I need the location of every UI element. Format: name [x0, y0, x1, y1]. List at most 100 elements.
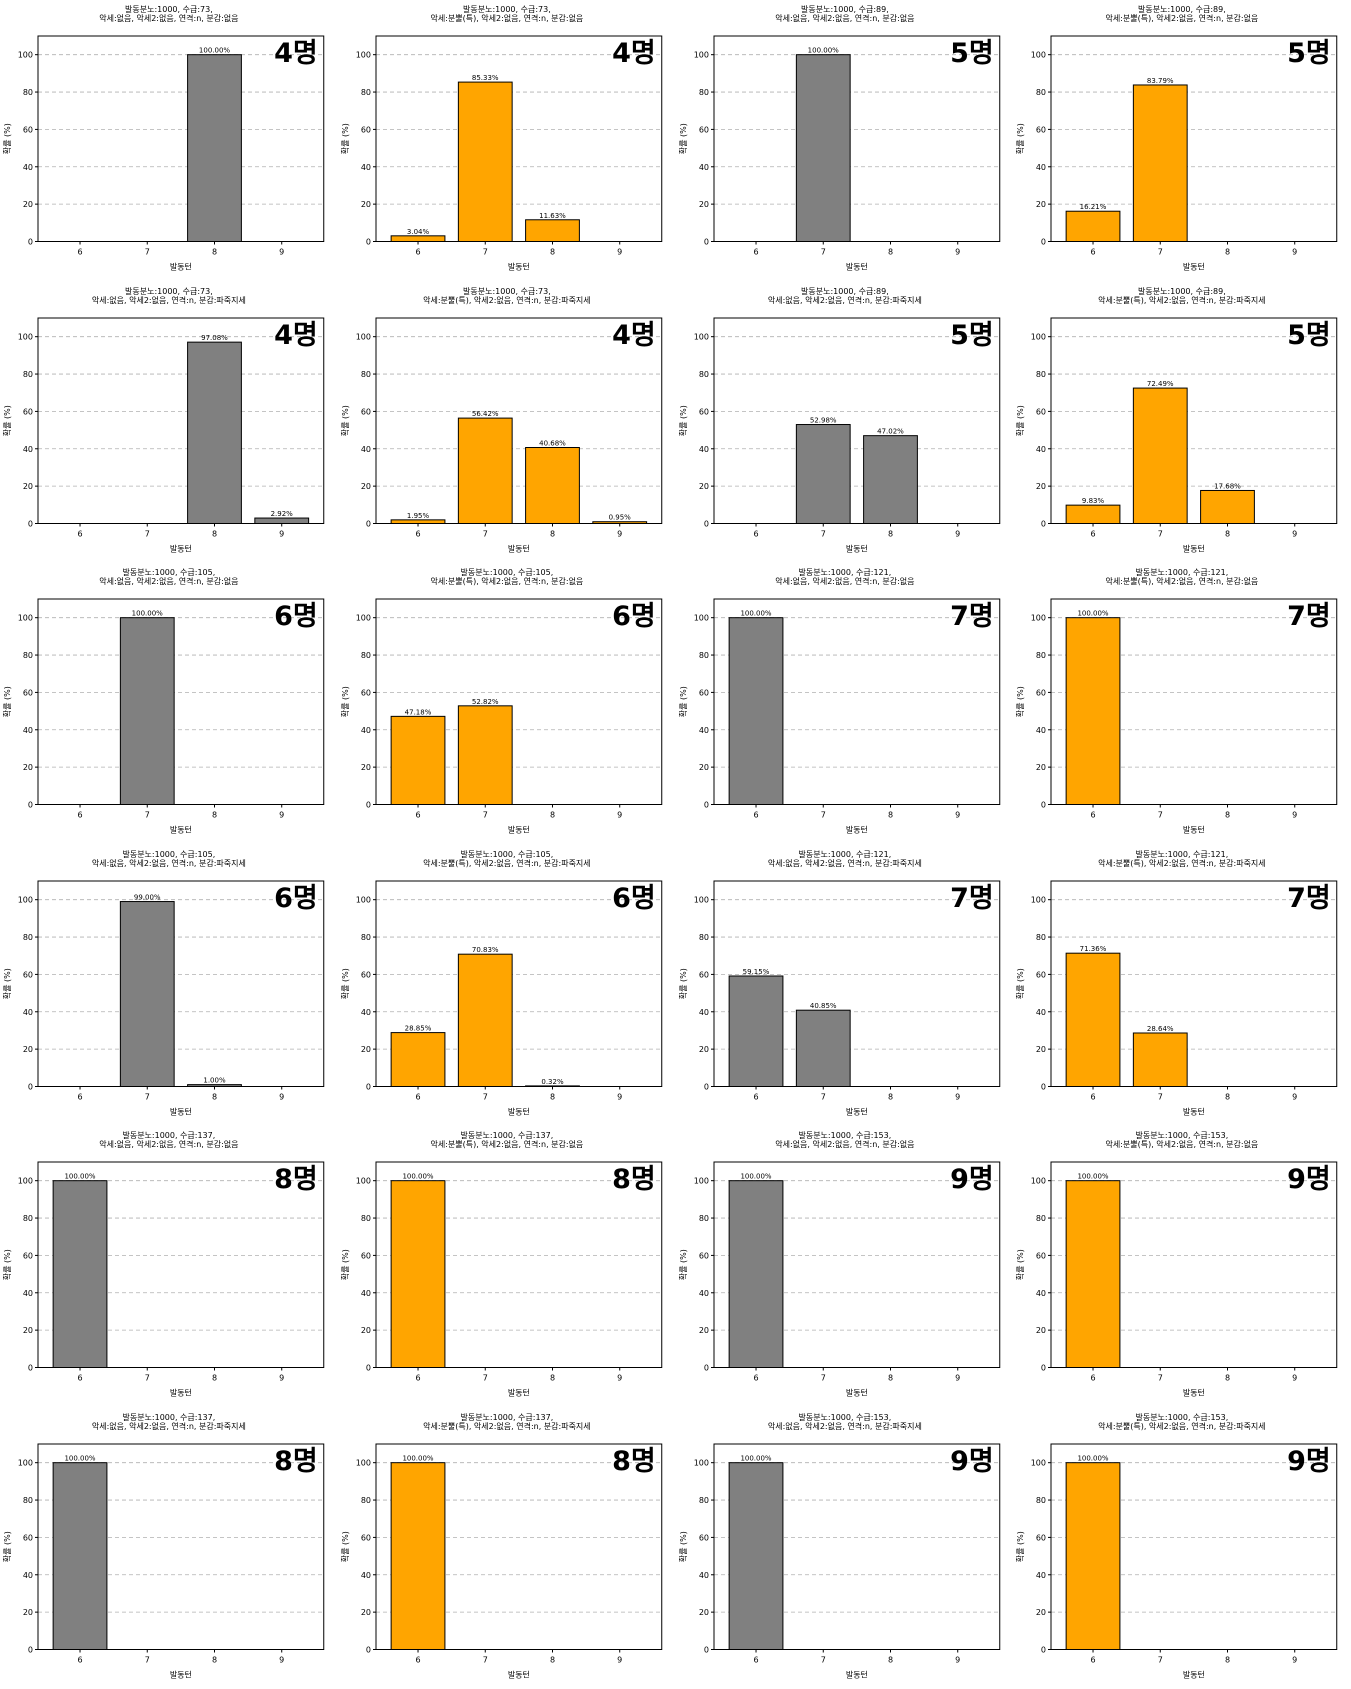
x-axis-label: 발동턴 — [508, 1388, 530, 1398]
x-tick-label: 7 — [482, 811, 487, 820]
x-tick-label: 7 — [1158, 811, 1163, 820]
x-tick-label: 8 — [1225, 1655, 1230, 1664]
chart-title-line: 악세:없음, 악세2:없음, 연격:n, 분감:없음 — [775, 576, 914, 586]
y-tick-label: 60 — [1036, 970, 1046, 979]
bar-6 — [390, 1461, 446, 1650]
y-tick-label: 100 — [355, 51, 370, 60]
x-tick-label: 7 — [145, 248, 150, 257]
bar-value-label: 72.49% — [1147, 380, 1174, 388]
bar-value-label: 1.00% — [203, 1076, 226, 1084]
y-tick-label: 20 — [23, 1326, 33, 1335]
chart-title-line: 악세:분뿔(특), 악세2:없음, 연격:n, 분감:없음 — [430, 576, 583, 586]
y-axis-label: 확률 (%) — [340, 405, 350, 436]
x-axis-label: 발동턴 — [508, 1106, 530, 1116]
x-tick-label: 6 — [415, 248, 420, 257]
y-tick-label: 40 — [23, 444, 33, 453]
y-tick-label: 0 — [28, 519, 33, 528]
x-tick-label: 7 — [820, 1092, 825, 1101]
y-axis-label: 확률 (%) — [2, 405, 12, 436]
chart-title-line: 발동분노:1000, 수급:89, — [801, 286, 889, 296]
y-tick-label: 60 — [23, 407, 33, 416]
y-tick-label: 20 — [361, 200, 371, 209]
y-tick-label: 100 — [693, 614, 708, 623]
x-axis-label: 발동턴 — [508, 543, 530, 553]
y-axis-label: 확률 (%) — [1015, 123, 1025, 154]
bar-7 — [795, 1009, 851, 1087]
plot-frame — [1050, 317, 1338, 524]
chart-title-line: 악세:분뿔(특), 악세2:없음, 연격:n, 분감:없음 — [1106, 13, 1259, 23]
bar-chart-16: 발동분노:1000, 수급:121,악세:분뿔(특), 악세2:없음, 연격:n… — [1015, 849, 1338, 1116]
x-axis-label: 발동턴 — [845, 1669, 867, 1679]
x-tick-label: 6 — [77, 248, 82, 257]
x-tick-label: 8 — [212, 1092, 217, 1101]
chart-title-line: 발동분노:1000, 수급:121, — [1136, 849, 1229, 859]
bar-value-label: 100.00% — [132, 610, 163, 618]
y-tick-label: 60 — [1036, 1533, 1046, 1542]
x-tick-label: 7 — [1158, 248, 1163, 257]
count-label: 7명 — [950, 883, 994, 914]
y-tick-label: 100 — [355, 1177, 370, 1186]
bar-6 — [1065, 504, 1121, 524]
y-tick-label: 0 — [1041, 1082, 1046, 1091]
bar-7 — [457, 705, 513, 805]
y-tick-label: 20 — [1036, 1045, 1046, 1054]
x-tick-label: 9 — [1292, 1092, 1297, 1101]
x-tick-label: 9 — [617, 248, 622, 257]
x-tick-label: 6 — [1091, 529, 1096, 538]
y-tick-label: 0 — [703, 1645, 708, 1654]
bar-value-label: 28.85% — [404, 1024, 431, 1032]
y-tick-label: 100 — [1031, 895, 1046, 904]
y-tick-label: 40 — [1036, 1289, 1046, 1298]
x-tick-label: 9 — [955, 1374, 960, 1383]
y-tick-label: 40 — [361, 163, 371, 172]
y-axis-label: 확률 (%) — [678, 123, 688, 154]
chart-title-line: 악세:없음, 악세2:없음, 연격:n, 분감:없음 — [99, 576, 238, 586]
x-axis-label: 발동턴 — [845, 1388, 867, 1398]
bar-8 — [524, 446, 580, 524]
chart-title-line: 악세:분뿔(특), 악세2:없음, 연격:n, 분감:없음 — [430, 13, 583, 23]
y-tick-label: 20 — [23, 763, 33, 772]
y-tick-label: 100 — [355, 614, 370, 623]
x-axis-label: 발동턴 — [1183, 1669, 1205, 1679]
y-tick-label: 80 — [698, 1496, 708, 1505]
chart-title-line: 발동분노:1000, 수급:73, — [125, 4, 213, 14]
y-tick-label: 80 — [698, 88, 708, 97]
bar-value-label: 100.00% — [402, 1173, 433, 1181]
x-axis-label: 발동턴 — [1183, 1106, 1205, 1116]
count-label: 4명 — [612, 320, 656, 351]
x-tick-label: 9 — [617, 1092, 622, 1101]
y-tick-label: 0 — [1041, 801, 1046, 810]
x-axis-label: 발동턴 — [1183, 825, 1205, 835]
bar-value-label: 40.68% — [539, 439, 566, 447]
bar-value-label: 56.42% — [472, 410, 499, 418]
y-tick-label: 60 — [1036, 407, 1046, 416]
x-axis-label: 발동턴 — [845, 262, 867, 272]
y-tick-label: 100 — [355, 1458, 370, 1467]
y-tick-label: 60 — [23, 1251, 33, 1260]
bar-value-label: 99.00% — [134, 893, 161, 901]
plot-frame — [713, 598, 1000, 805]
y-tick-label: 20 — [361, 763, 371, 772]
bar-6 — [390, 715, 446, 805]
bar-value-label: 28.64% — [1147, 1024, 1174, 1032]
bar-8 — [524, 219, 580, 242]
y-tick-label: 80 — [361, 370, 371, 379]
bar-chart-6: 발동분노:1000, 수급:73,악세:분뿔(특), 악세2:없음, 연격:n,… — [340, 286, 662, 553]
x-tick-label: 9 — [279, 1374, 284, 1383]
y-tick-label: 60 — [23, 1533, 33, 1542]
plot-frame — [1050, 880, 1338, 1087]
y-tick-label: 20 — [361, 1045, 371, 1054]
x-tick-label: 8 — [887, 1655, 892, 1664]
y-tick-label: 80 — [23, 651, 33, 660]
plot-frame — [1050, 1161, 1338, 1368]
y-tick-label: 0 — [703, 238, 708, 247]
count-label: 8명 — [612, 1446, 656, 1477]
y-tick-label: 100 — [693, 51, 708, 60]
plot-frame — [1050, 35, 1338, 242]
x-tick-label: 8 — [1225, 1092, 1230, 1101]
bar-value-label: 0.32% — [541, 1077, 564, 1085]
x-tick-label: 8 — [550, 529, 555, 538]
y-tick-label: 40 — [698, 1570, 708, 1579]
x-axis-label: 발동턴 — [845, 1106, 867, 1116]
